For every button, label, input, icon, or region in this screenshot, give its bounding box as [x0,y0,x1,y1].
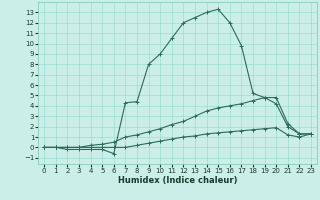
X-axis label: Humidex (Indice chaleur): Humidex (Indice chaleur) [118,176,237,185]
